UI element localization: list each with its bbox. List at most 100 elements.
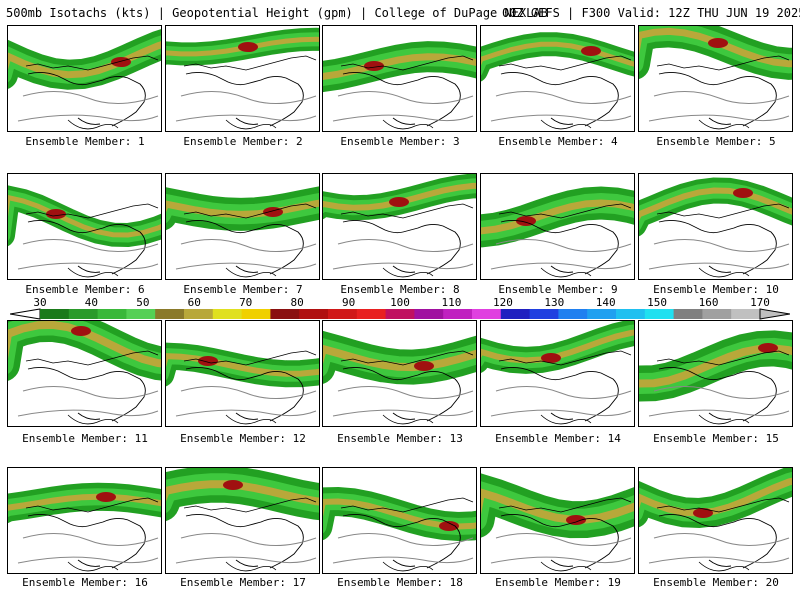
gulf-coast xyxy=(540,414,592,425)
ensemble-member-label: Ensemble Member: 8 xyxy=(340,283,460,296)
height-contour xyxy=(180,385,317,400)
height-contour xyxy=(332,262,474,270)
ensemble-member-label: Ensemble Member: 17 xyxy=(180,576,306,589)
ensemble-panel-15 xyxy=(638,320,793,427)
ensemble-panel-2 xyxy=(165,25,320,132)
ensemble-member-label: Ensemble Member: 1 xyxy=(25,135,145,148)
border-line xyxy=(25,55,159,71)
gulf-coast xyxy=(67,561,119,572)
ensemble-member-label: Ensemble Member: 12 xyxy=(180,432,306,445)
ensemble-panel-3 xyxy=(322,25,477,132)
jet-streak-max xyxy=(111,57,131,67)
colorbar-tick-label: 140 xyxy=(595,296,616,309)
border-line xyxy=(340,55,474,71)
colorbar-swatch xyxy=(673,309,703,319)
border-line xyxy=(183,350,317,366)
header-title-left: 500mb Isotachs (kts) | Geopotential Heig… xyxy=(6,6,548,20)
gulf-coast xyxy=(225,119,277,130)
colorbar-tick-label: 50 xyxy=(136,296,150,309)
colorbar-swatch xyxy=(644,309,675,319)
ensemble-member-label: Ensemble Member: 7 xyxy=(183,283,303,296)
height-contour xyxy=(17,556,159,564)
ensemble-member-label: Ensemble Member: 6 xyxy=(25,283,145,296)
height-contour xyxy=(653,90,790,105)
header-title-right: 00Z GEFS | F300 Valid: 12Z THU JUN 19 20… xyxy=(502,6,800,20)
colorbar-swatch xyxy=(68,309,99,319)
colorbar-tick-label: 40 xyxy=(84,296,99,309)
coastline xyxy=(185,219,304,275)
colorbar-swatch xyxy=(500,309,531,319)
map-header: 500mb Isotachs (kts) | Geopotential Heig… xyxy=(0,0,800,24)
ensemble-panel-11 xyxy=(7,320,162,427)
gulf-coast xyxy=(382,267,434,278)
jet-streak-max xyxy=(708,38,728,48)
jet-streak-max xyxy=(581,46,601,56)
jet-streak-max xyxy=(96,492,116,502)
gulf-coast xyxy=(698,414,750,425)
colorbar-tick-label: 160 xyxy=(698,296,719,309)
height-contour xyxy=(653,385,790,400)
ensemble-member-label: Ensemble Member: 11 xyxy=(22,432,148,445)
height-contour xyxy=(332,409,474,417)
height-contour xyxy=(648,409,790,417)
ensemble-member-label: Ensemble Member: 9 xyxy=(498,283,618,296)
jet-streak-max xyxy=(733,188,753,198)
height-contour xyxy=(175,556,317,564)
colorbar-swatch xyxy=(414,309,444,319)
coastline xyxy=(185,513,304,569)
colorbar xyxy=(10,308,790,320)
gulf-coast xyxy=(225,561,277,572)
ensemble-panel-20 xyxy=(638,467,793,574)
colorbar-labels: 30 40 50 60 70 80 90 100 110 120 130 140 150 160 170 xyxy=(0,296,800,309)
gulf-coast xyxy=(225,414,277,425)
coastline xyxy=(658,513,777,569)
colorbar-min-arrow xyxy=(10,308,41,320)
border-line xyxy=(25,203,159,219)
ensemble-panel-16 xyxy=(7,467,162,574)
ensemble-panel-13 xyxy=(322,320,477,427)
colorbar-swatch xyxy=(97,309,127,319)
height-contour xyxy=(653,238,790,253)
jet-stream-axis xyxy=(166,199,319,218)
gulf-coast xyxy=(225,267,277,278)
colorbar-tick-label: 60 xyxy=(187,296,201,309)
height-contour xyxy=(653,532,790,547)
height-contour xyxy=(180,90,317,105)
coastline xyxy=(342,219,461,275)
colorbar-swatch xyxy=(529,309,559,319)
ensemble-panel-7 xyxy=(165,173,320,280)
border-line xyxy=(183,55,317,71)
jet-stream-axis xyxy=(323,53,476,80)
colorbar-swatch xyxy=(356,309,387,319)
coastline xyxy=(500,71,619,127)
colorbar-swatch xyxy=(184,309,214,319)
border-line xyxy=(498,55,632,71)
jet-streak-max xyxy=(541,353,561,363)
jet-stream-axis xyxy=(8,41,161,79)
border-line xyxy=(25,350,159,366)
coastline xyxy=(658,71,777,127)
height-contour xyxy=(337,90,474,105)
coastline xyxy=(27,219,146,275)
jet-stream-axis xyxy=(166,353,319,377)
height-contour xyxy=(495,532,632,547)
ensemble-panel-19 xyxy=(480,467,635,574)
colorbar-swatch xyxy=(270,309,300,319)
gulf-coast xyxy=(698,119,750,130)
jet-streak-max xyxy=(414,361,434,371)
colorbar-swatch xyxy=(443,309,473,319)
height-contour xyxy=(17,409,159,417)
gulf-coast xyxy=(67,414,119,425)
height-contour xyxy=(490,556,632,564)
gulf-coast xyxy=(382,119,434,130)
border-line xyxy=(656,55,790,71)
gulf-coast xyxy=(698,561,750,572)
ensemble-member-label: Ensemble Member: 5 xyxy=(656,135,776,148)
height-contour xyxy=(332,556,474,564)
border-line xyxy=(498,203,632,219)
colorbar-swatch xyxy=(587,309,617,319)
jet-streak-max xyxy=(439,521,459,531)
ensemble-panel-1 xyxy=(7,25,162,132)
border-line xyxy=(656,203,790,219)
coastline xyxy=(185,366,304,422)
